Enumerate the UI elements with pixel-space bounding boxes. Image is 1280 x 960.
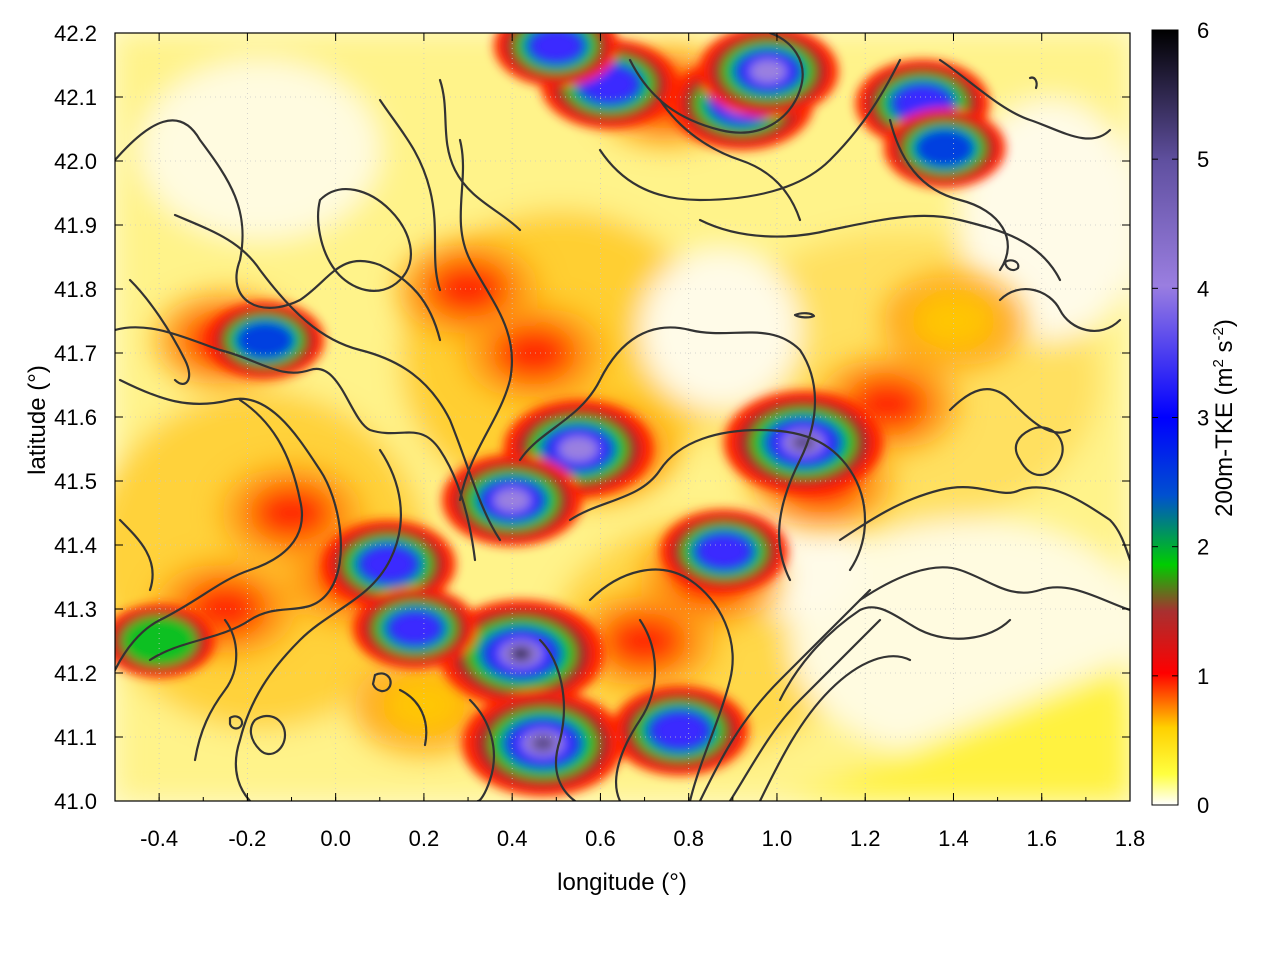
colorbar-tick-label: 0 bbox=[1197, 793, 1209, 818]
x-tick-label: 1.4 bbox=[938, 826, 969, 851]
y-tick-label: 42.2 bbox=[54, 21, 97, 46]
hotspot-tke-mark bbox=[791, 434, 816, 451]
colorbar-tick-label: 1 bbox=[1197, 664, 1209, 689]
y-tick-label: 41.0 bbox=[54, 789, 97, 814]
x-axis-ticks: -0.4 -0.2 0.0 0.2 0.4 0.6 0.8 1.0 1.2 1.4 1.6 1.8 bbox=[114, 33, 1146, 851]
y-tick-label: 41.7 bbox=[54, 341, 97, 366]
moderate-tke-core bbox=[911, 293, 996, 349]
colorbar-tick-label: 4 bbox=[1197, 276, 1209, 301]
grid-lines bbox=[115, 33, 1130, 801]
moderate-tke-core bbox=[426, 261, 511, 317]
x-tick-label: 0.8 bbox=[673, 826, 704, 851]
hotspot-tke-mark bbox=[558, 436, 598, 462]
y-tick-label: 41.6 bbox=[54, 405, 97, 430]
colorbar-tick-label: 5 bbox=[1197, 147, 1209, 172]
y-axis-label: latitude (°) bbox=[24, 365, 51, 475]
y-tick-label: 41.2 bbox=[54, 661, 97, 686]
x-tick-label: 1.6 bbox=[1026, 826, 1057, 851]
x-tick-label: -0.4 bbox=[140, 826, 178, 851]
moderate-tke-core bbox=[492, 325, 577, 381]
x-tick-label: 0.2 bbox=[409, 826, 440, 851]
hotspot-tke-mark bbox=[530, 735, 556, 752]
hotspot-tke-mark bbox=[515, 650, 527, 658]
y-tick-label: 41.8 bbox=[54, 277, 97, 302]
x-tick-label: -0.2 bbox=[228, 826, 266, 851]
heatmap-hotspot-layer bbox=[115, 33, 1006, 797]
moderate-tke-core bbox=[602, 613, 687, 669]
moderate-tke-core bbox=[381, 677, 466, 733]
x-tick-label: 0.0 bbox=[320, 826, 351, 851]
hotspot-tke-mark bbox=[493, 488, 531, 513]
colorbar-tick-label: 6 bbox=[1197, 18, 1209, 43]
y-tick-label: 41.1 bbox=[54, 725, 97, 750]
x-tick-label: 1.8 bbox=[1115, 826, 1146, 851]
hotspot-tke-mark bbox=[235, 320, 295, 360]
x-tick-label: 0.4 bbox=[497, 826, 528, 851]
colorbar-tick-label: 2 bbox=[1197, 535, 1209, 560]
y-tick-label: 41.9 bbox=[54, 213, 97, 238]
colorbar-ticks: 0 1 2 3 4 5 6 bbox=[1152, 18, 1209, 818]
colorbar-tick-label: 3 bbox=[1197, 406, 1209, 431]
hotspot-tke-mark bbox=[122, 616, 197, 666]
x-tick-label: 1.0 bbox=[762, 826, 793, 851]
x-tick-label: 1.2 bbox=[850, 826, 881, 851]
hotspot-tke-mark bbox=[914, 128, 976, 169]
hotspot-tke-mark bbox=[699, 535, 749, 568]
x-tick-label: 0.6 bbox=[585, 826, 616, 851]
hotspot-tke-mark bbox=[532, 33, 581, 62]
hotspot-tke-mark bbox=[653, 713, 706, 748]
y-axis-ticks: 41.0 41.1 41.2 41.3 41.4 41.5 41.6 41.7 41.8 41.9… bbox=[54, 21, 1130, 814]
x-axis-label: longitude (°) bbox=[557, 869, 687, 896]
hotspot-tke-mark bbox=[749, 59, 787, 84]
hotspot-tke-mark bbox=[391, 612, 439, 644]
y-tick-label: 41.3 bbox=[54, 597, 97, 622]
colorbar-label: 200m-TKE (m2 s-2) bbox=[1210, 319, 1238, 517]
y-tick-label: 42.0 bbox=[54, 149, 97, 174]
y-tick-label: 41.4 bbox=[54, 533, 97, 558]
y-tick-label: 41.5 bbox=[54, 469, 97, 494]
y-tick-label: 42.1 bbox=[54, 85, 97, 110]
moderate-tke-core bbox=[249, 485, 334, 541]
contour-lines bbox=[115, 33, 1130, 801]
